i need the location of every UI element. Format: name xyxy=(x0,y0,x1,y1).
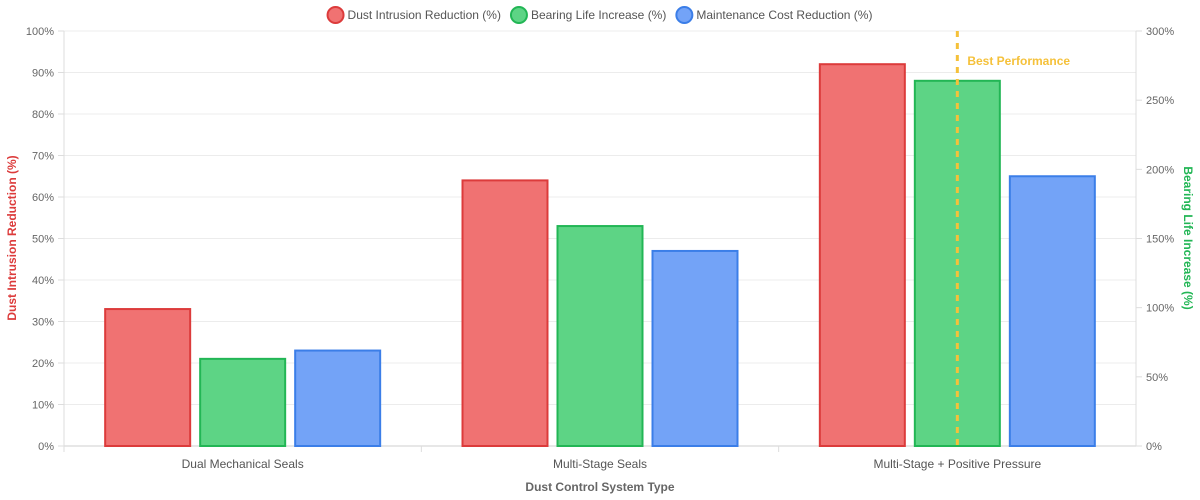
y-tick-label: 100% xyxy=(26,26,54,38)
bar-2-2[interactable] xyxy=(1008,175,1096,447)
legend-label-1[interactable]: Bearing Life Increase (%) xyxy=(531,8,666,22)
legend-label-0[interactable]: Dust Intrusion Reduction (%) xyxy=(348,8,501,22)
bars xyxy=(104,63,1096,448)
y2-tick-label: 0% xyxy=(1146,441,1162,453)
bar-2-0[interactable] xyxy=(294,349,382,447)
bar-2-1[interactable] xyxy=(651,249,739,447)
y-tick-label: 10% xyxy=(32,400,54,412)
y-tick-label: 70% xyxy=(32,151,54,163)
legend-swatch-1[interactable] xyxy=(509,6,528,24)
bar-0-1[interactable] xyxy=(461,179,549,447)
legend[interactable]: Dust Intrusion Reduction (%) Bearing Life… xyxy=(326,6,873,24)
x-tick-label: Multi-Stage + Positive Pressure xyxy=(873,457,1041,471)
y-tick-label: 90% xyxy=(32,68,54,80)
y2-tick-label: 50% xyxy=(1146,372,1168,384)
legend-label-2[interactable]: Maintenance Cost Reduction (%) xyxy=(696,8,872,22)
x-tick-label: Multi-Stage Seals xyxy=(553,457,647,471)
bar-1-1[interactable] xyxy=(556,225,644,447)
y-axis-title: Dust Intrusion Reduction (%) xyxy=(5,155,19,320)
bar-1-0[interactable] xyxy=(199,357,287,448)
y2-tick-label: 200% xyxy=(1146,164,1174,176)
y2-tick-label: 100% xyxy=(1146,303,1174,315)
y2-tick-label: 250% xyxy=(1146,95,1174,107)
y-tick-label: 50% xyxy=(32,234,54,246)
bar-0-2[interactable] xyxy=(818,63,906,447)
y-tick-label: 0% xyxy=(38,441,54,453)
y-tick-label: 60% xyxy=(32,192,54,204)
x-axis-title: Dust Control System Type xyxy=(525,480,674,494)
annotation: Best Performance xyxy=(955,31,1070,446)
axes: 0% 10% 20% 30% 40% 50% 60% 70% 80% 90% 100% 0% 50% 10… xyxy=(26,26,1174,471)
y2-axis-title: Bearing Life Increase (%) xyxy=(1181,166,1195,309)
bar-0-0[interactable] xyxy=(104,308,192,447)
y-tick-label: 30% xyxy=(32,317,54,329)
x-tick-label: Dual Mechanical Seals xyxy=(182,457,304,471)
legend-swatch-0[interactable] xyxy=(326,6,345,24)
annotation-label: Best Performance xyxy=(967,54,1070,68)
y-tick-label: 40% xyxy=(32,275,54,287)
y-tick-label: 20% xyxy=(32,358,54,370)
y2-tick-label: 150% xyxy=(1146,234,1174,246)
y2-tick-label: 300% xyxy=(1146,26,1174,38)
y-tick-label: 80% xyxy=(32,109,54,121)
legend-swatch-2[interactable] xyxy=(675,6,694,24)
